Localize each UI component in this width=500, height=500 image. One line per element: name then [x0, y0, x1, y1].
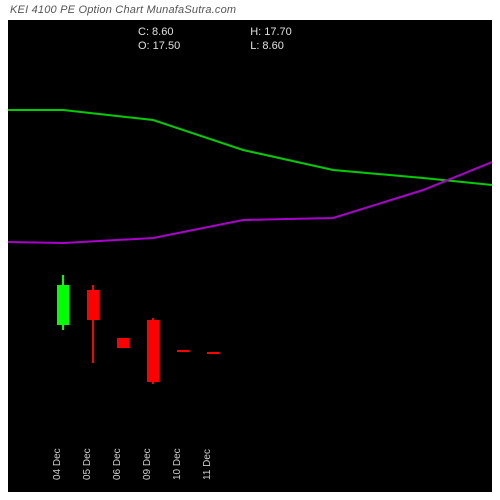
- candle-body: [117, 338, 129, 348]
- x-tick-label: 10 Dec: [172, 448, 183, 480]
- chart-frame: KEI 4100 PE Option Chart MunafaSutra.com…: [0, 0, 500, 500]
- candle-body: [177, 350, 189, 352]
- x-tick-label: 06 Dec: [112, 448, 123, 480]
- candles-group: [57, 275, 219, 384]
- overlay-line-2: [8, 162, 492, 243]
- x-tick-label: 05 Dec: [82, 448, 93, 480]
- x-tick-label: 04 Dec: [52, 448, 63, 480]
- lines-group: [8, 110, 492, 243]
- candle-body: [147, 320, 159, 382]
- candle-body: [87, 290, 99, 320]
- plot-svg: [8, 20, 492, 492]
- chart-area[interactable]: C: 8.60 O: 17.50 H: 17.70 L: 8.60 04 Dec…: [8, 20, 492, 492]
- x-tick-label: 11 Dec: [202, 449, 213, 480]
- x-tick-label: 09 Dec: [142, 448, 153, 480]
- overlay-line-1: [8, 110, 492, 185]
- chart-title: KEI 4100 PE Option Chart MunafaSutra.com: [10, 4, 236, 16]
- x-axis-labels: 04 Dec 05 Dec 06 Dec 09 Dec 10 Dec 11 Dec: [8, 432, 492, 492]
- candle-body: [207, 352, 219, 354]
- candle-body: [57, 285, 69, 325]
